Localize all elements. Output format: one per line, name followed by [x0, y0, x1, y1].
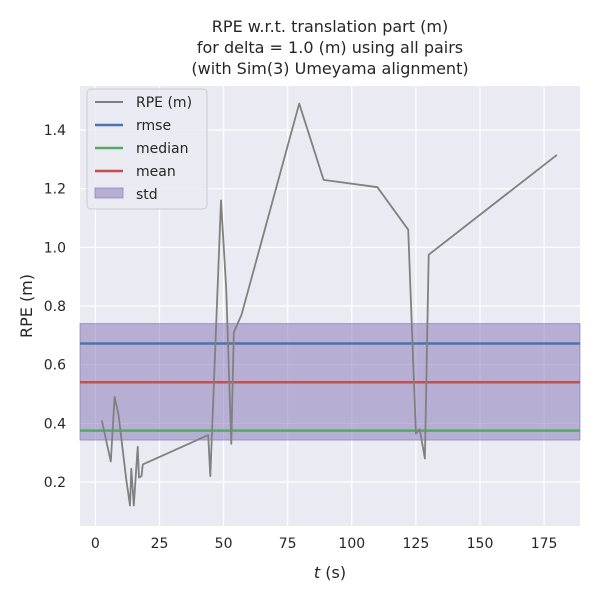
x-tick-label: 0	[91, 536, 100, 552]
x-tick-label: 100	[338, 536, 365, 552]
x-tick-labels: 0 25 50 75 100 125 150 175	[91, 536, 558, 552]
stat-lines-layer	[80, 342, 580, 432]
chart-title-line-3: (with Sim(3) Umeyama alignment)	[191, 59, 468, 78]
y-tick-label: 0.6	[44, 358, 66, 374]
x-axis-label-unit: (s)	[320, 563, 346, 582]
x-tick-label: 175	[531, 536, 558, 552]
chart-title-line-1: RPE w.r.t. translation part (m)	[212, 17, 448, 36]
y-tick-label: 0.4	[44, 416, 66, 432]
x-tick-label: 25	[151, 536, 169, 552]
x-axis-label: t (s)	[314, 563, 346, 582]
series-layer	[100, 102, 558, 507]
legend-box	[86, 88, 208, 210]
x-tick-label: 50	[215, 536, 233, 552]
chart-title-line-2: for delta = 1.0 (m) using all pairs	[197, 38, 463, 57]
legend-label-std: std	[136, 187, 158, 203]
legend-label-rpe: RPE (m)	[136, 95, 192, 111]
legend-swatch-std	[94, 187, 124, 199]
x-tick-label: 125	[403, 536, 430, 552]
legend: RPE (m) rmse median mean std	[86, 88, 208, 210]
legend-label-rmse: rmse	[136, 118, 171, 134]
rpe-series-line	[100, 102, 558, 507]
y-tick-label: 1.2	[44, 182, 66, 198]
y-axis-label: RPE (m)	[17, 274, 36, 338]
y-tick-labels: 0.2 0.4 0.6 0.8 1.0 1.2 1.4	[44, 123, 66, 491]
legend-label-mean: mean	[136, 164, 176, 180]
y-tick-label: 1.0	[44, 240, 66, 256]
x-axis-label-var: t	[314, 563, 321, 582]
x-tick-label: 150	[467, 536, 494, 552]
x-tick-label: 75	[279, 536, 297, 552]
y-tick-label: 0.8	[44, 299, 66, 315]
y-tick-label: 1.4	[44, 123, 66, 139]
legend-label-median: median	[136, 141, 188, 157]
y-tick-label: 0.2	[44, 475, 66, 491]
